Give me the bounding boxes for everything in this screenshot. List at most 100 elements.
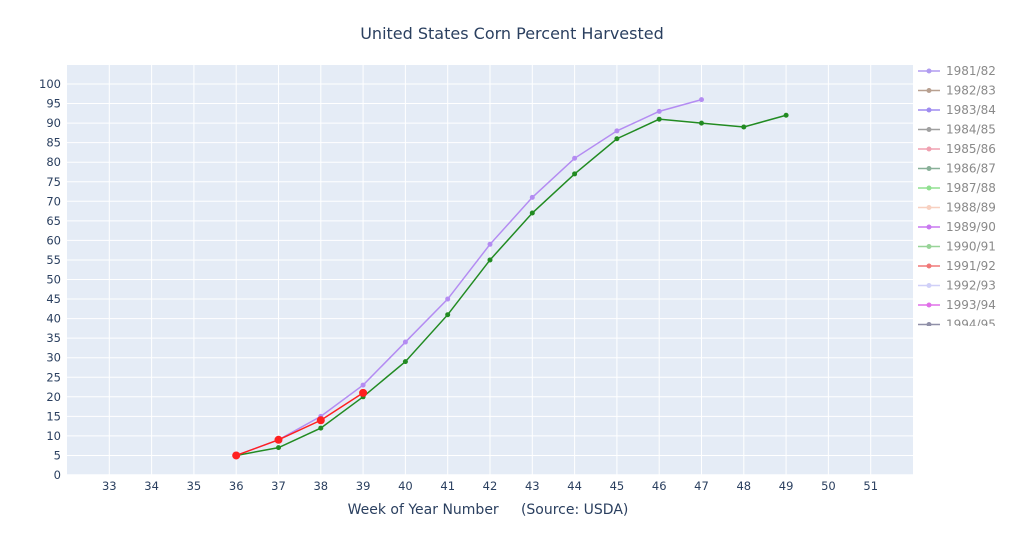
x-tick-label: 50 xyxy=(821,479,836,493)
y-tick-label: 80 xyxy=(46,155,61,169)
legend-marker xyxy=(926,263,932,269)
grid-lines xyxy=(67,65,913,476)
y-tick-label: 95 xyxy=(46,97,61,111)
series-layer xyxy=(232,97,789,460)
data-point xyxy=(656,116,662,122)
legend-item[interactable]: 1991/92 xyxy=(918,259,996,273)
legend[interactable]: 1981/82 1982/83 1983/84 1984/85 1985/86 1986/… xyxy=(918,64,996,332)
data-point xyxy=(656,108,662,114)
data-point xyxy=(529,194,535,200)
legend-label: 1988/89 xyxy=(946,201,996,215)
legend-item[interactable]: 1984/85 xyxy=(918,123,996,137)
data-point xyxy=(445,296,451,302)
data-point xyxy=(487,257,493,263)
legend-item[interactable]: 1993/94 xyxy=(918,298,996,312)
legend-item[interactable]: 1987/88 xyxy=(918,181,996,195)
legend-label: 1984/85 xyxy=(946,123,996,137)
legend-label: 1993/94 xyxy=(946,298,996,312)
y-tick-label: 50 xyxy=(46,273,61,287)
data-point xyxy=(741,124,747,130)
legend-marker xyxy=(926,166,932,171)
legend-label: 1994/95 xyxy=(946,318,996,332)
x-tick-label: 51 xyxy=(863,479,878,493)
series-2 xyxy=(232,388,368,460)
legend-label: 1991/92 xyxy=(946,259,996,273)
x-tick-label: 35 xyxy=(187,479,202,493)
data-point xyxy=(360,382,366,388)
data-point xyxy=(274,435,283,444)
legend-marker xyxy=(926,322,932,326)
legend-item[interactable]: 1981/82 xyxy=(918,64,996,78)
x-tick-label: 42 xyxy=(483,479,498,493)
legend-label: 1992/93 xyxy=(946,279,996,293)
legend-item[interactable]: 1992/93 xyxy=(918,279,996,293)
y-tick-label: 60 xyxy=(46,233,61,247)
legend-marker xyxy=(926,244,932,249)
series-line xyxy=(236,114,787,457)
x-tick-label: 37 xyxy=(271,479,286,493)
y-tick-label: 40 xyxy=(46,312,61,326)
x-tick-label: 40 xyxy=(398,479,413,493)
x-tick-label: 33 xyxy=(102,479,117,493)
legend-marker xyxy=(926,88,932,93)
y-tick-label: 20 xyxy=(46,390,61,404)
x-tick-label: 43 xyxy=(525,479,540,493)
data-point xyxy=(402,339,408,345)
x-tick-label: 41 xyxy=(440,479,455,493)
y-tick-label: 100 xyxy=(39,77,61,91)
legend-item[interactable]: 1985/86 xyxy=(918,142,996,156)
legend-item[interactable]: 1982/83 xyxy=(918,84,996,98)
data-point xyxy=(316,416,325,425)
legend-item[interactable]: 1990/91 xyxy=(918,240,996,254)
legend-marker xyxy=(926,107,932,113)
x-tick-label: 49 xyxy=(779,479,794,493)
x-tick-label: 38 xyxy=(313,479,328,493)
legend-marker xyxy=(926,68,932,74)
x-tick-label: 45 xyxy=(610,479,625,493)
legend-item[interactable]: 1983/84 xyxy=(918,103,996,117)
legend-label: 1989/90 xyxy=(946,220,996,234)
data-point xyxy=(445,312,451,318)
x-tick-label: 47 xyxy=(694,479,709,493)
legend-label: 1981/82 xyxy=(946,64,996,78)
data-point xyxy=(699,120,704,126)
y-tick-label: 85 xyxy=(46,136,61,150)
y-axis-ticks: 0 5 10 15 20 25 30 35 40 45 50 55 60 65 70 75 80 85 90 95 10… xyxy=(39,77,61,482)
data-point xyxy=(232,451,241,460)
y-tick-label: 90 xyxy=(46,116,61,130)
x-tick-label: 48 xyxy=(736,479,751,493)
y-tick-label: 45 xyxy=(46,292,61,306)
data-point xyxy=(359,388,368,397)
legend-label: 1982/83 xyxy=(946,84,996,98)
y-tick-label: 15 xyxy=(46,409,61,423)
y-tick-label: 5 xyxy=(54,448,61,462)
legend-marker xyxy=(926,146,932,152)
x-tick-label: 36 xyxy=(229,479,244,493)
legend-item[interactable]: 1988/89 xyxy=(918,201,996,215)
x-axis-title: Week of Year Number (Source: USDA) xyxy=(348,502,629,518)
legend-label: 1990/91 xyxy=(946,240,996,254)
y-tick-label: 75 xyxy=(46,175,61,189)
x-tick-label: 46 xyxy=(652,479,667,493)
data-point xyxy=(402,359,408,365)
x-tick-label: 34 xyxy=(144,479,159,493)
data-point xyxy=(783,112,789,118)
legend-marker xyxy=(926,205,932,210)
data-point xyxy=(614,128,620,134)
y-tick-label: 10 xyxy=(46,429,61,443)
data-point xyxy=(276,445,281,451)
y-tick-label: 35 xyxy=(46,331,61,345)
legend-label: 1986/87 xyxy=(946,162,996,176)
data-point xyxy=(614,136,620,142)
legend-item[interactable]: 1986/87 xyxy=(918,162,996,176)
data-point xyxy=(699,97,704,103)
legend-marker xyxy=(926,127,932,132)
y-tick-label: 70 xyxy=(46,194,61,208)
legend-item[interactable]: 1989/90 xyxy=(918,220,996,234)
y-tick-label: 25 xyxy=(46,370,61,384)
legend-item[interactable]: 1994/95 xyxy=(918,318,996,332)
legend-marker xyxy=(926,283,932,288)
data-point xyxy=(487,241,493,247)
legend-marker xyxy=(926,185,932,191)
x-tick-label: 44 xyxy=(567,479,582,493)
